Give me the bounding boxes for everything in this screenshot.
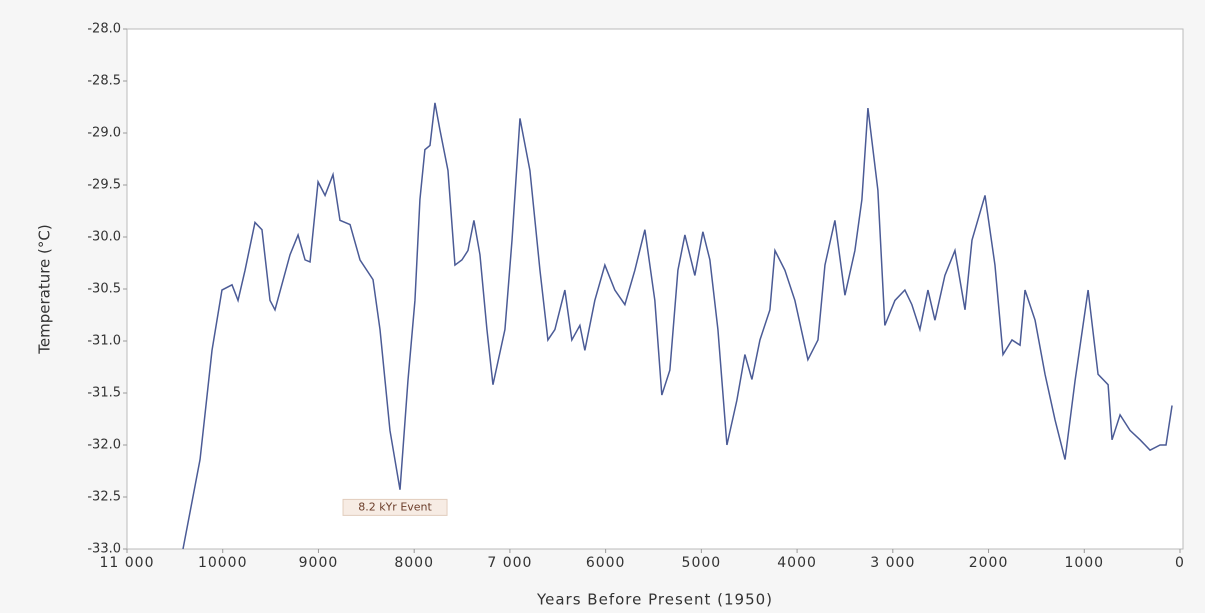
x-tick-label: 0 [1175,555,1185,571]
y-tick-label: -29.0 [87,126,121,141]
y-tick-label: -31.0 [87,334,121,349]
x-axis-label: Years Before Present (1950) [536,591,773,609]
x-tick-label: 8000 [394,555,434,571]
plot-area [126,28,1184,550]
x-tick-label: 5000 [682,555,722,571]
y-tick-label: -30.5 [87,282,121,297]
x-tick-label: 9000 [299,555,339,571]
x-tick-label: 11 000 [100,555,155,571]
x-tick-label: 10000 [198,555,248,571]
y-tick-label: -32.5 [87,490,121,505]
y-tick-label: -29.5 [87,178,121,193]
y-tick-label: -28.5 [87,74,121,89]
y-tick-label: -32.0 [87,438,121,453]
x-tick-label: 6000 [586,555,626,571]
y-tick-label: -31.5 [87,386,121,401]
annotation: 8.2 kYr Event [358,500,432,513]
y-axis-label: Temperature (°C) [36,224,54,354]
x-tick-label: 3 000 [870,555,915,571]
y-tick-label: -33.0 [87,542,121,557]
annotation-box [342,498,448,516]
x-tick-label: 2000 [969,555,1009,571]
x-tick-label: 1000 [1064,555,1104,571]
data-line [182,102,1173,550]
y-tick-label: -30.0 [87,230,121,245]
x-tick-label: 7 000 [487,555,532,571]
y-tick-label: -28.0 [87,22,121,37]
x-tick-label: 4000 [777,555,817,571]
